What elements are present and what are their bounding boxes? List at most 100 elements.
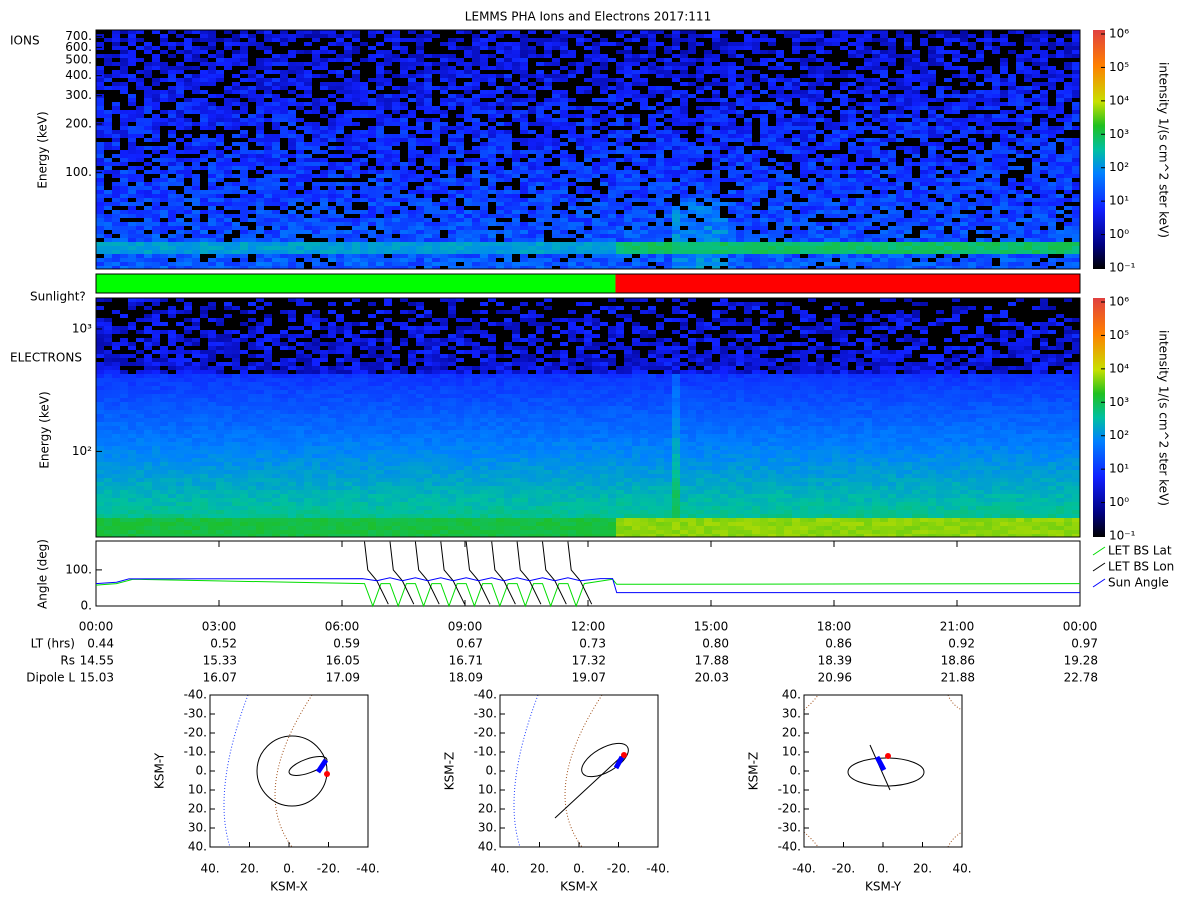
spectrogram-cell	[880, 142, 888, 146]
spectrogram-cell	[240, 158, 248, 162]
spectrogram-cell	[1024, 34, 1032, 38]
spectrogram-cell	[552, 246, 560, 250]
spectrogram-cell	[816, 202, 824, 206]
spectrogram-cell	[664, 230, 672, 234]
spectrogram-cell	[336, 250, 344, 254]
spectrogram-cell	[728, 78, 736, 82]
spectrogram-cell	[560, 154, 568, 158]
spectrogram-cell	[168, 182, 176, 186]
spectrogram-cell	[216, 194, 224, 198]
spectrogram-cell	[312, 218, 320, 222]
spectrogram-cell	[192, 58, 200, 62]
spectrogram-cell	[304, 166, 312, 170]
spectrogram-cell	[232, 246, 240, 250]
spectrogram-cell	[888, 98, 896, 102]
spectrogram-cell	[1064, 118, 1072, 122]
spectrogram-cell	[648, 46, 656, 50]
spectrogram-cell	[984, 122, 992, 126]
spectrogram-cell	[600, 210, 608, 214]
spectrogram-cell	[952, 94, 960, 98]
spectrogram-cell	[768, 130, 776, 134]
spectrogram-cell	[648, 238, 656, 242]
spectrogram-cell	[696, 178, 704, 182]
spectrogram-cell	[480, 186, 488, 190]
spectrogram-cell	[968, 190, 976, 194]
spectrogram-cell	[824, 242, 832, 246]
spectrogram-cell	[816, 210, 824, 214]
spectrogram-cell	[848, 230, 856, 234]
spectrogram-cell	[256, 186, 264, 190]
spectrogram-cell	[240, 178, 248, 182]
spectrogram-cell	[232, 54, 240, 58]
spectrogram-cell	[688, 162, 696, 166]
spectrogram-cell	[584, 38, 592, 42]
spectrogram-cell	[464, 30, 472, 34]
spectrogram-cell	[976, 202, 984, 206]
spectrogram-cell	[992, 98, 1000, 102]
spectrogram-cell	[416, 210, 424, 214]
spectrogram-cell	[528, 94, 536, 98]
spectrogram-cell	[464, 182, 472, 186]
spectrogram-cell	[592, 106, 600, 110]
spectrogram-cell	[800, 218, 808, 222]
spectrogram-cell	[864, 58, 872, 62]
spectrogram-cell	[784, 78, 792, 82]
spectrogram-cell	[200, 102, 208, 106]
spectrogram-cell	[392, 122, 400, 126]
colorbar	[1093, 298, 1105, 537]
spectrogram-cell	[568, 170, 576, 174]
spectrogram-cell	[552, 186, 560, 190]
spectrogram-cell	[496, 210, 504, 214]
spectrogram-cell	[744, 166, 752, 170]
spectrogram-cell	[216, 238, 224, 242]
spectrogram-cell	[704, 242, 712, 246]
spectrogram-cell	[136, 246, 144, 250]
spectrogram-cell	[168, 198, 176, 202]
spectrogram-cell	[216, 62, 224, 66]
spectrogram-cell	[552, 226, 560, 230]
spectrogram-cell	[480, 106, 488, 110]
spectrogram-cell	[576, 222, 584, 226]
spectrogram-cell	[424, 54, 432, 58]
spectrogram-cell	[792, 238, 800, 242]
spectrogram-cell	[216, 250, 224, 254]
spectrogram-cell	[912, 162, 920, 166]
spectrogram-cell	[336, 42, 344, 46]
spectrogram-cell	[440, 74, 448, 78]
spectrogram-cell	[856, 190, 864, 194]
spectrogram-cell	[496, 178, 504, 182]
spectrogram-cell	[328, 206, 336, 210]
spectrogram-cell	[376, 78, 384, 82]
spectrogram-cell	[384, 62, 392, 66]
spectrogram-cell	[704, 142, 712, 146]
spectrogram-cell	[96, 198, 104, 202]
spectrogram-cell	[528, 138, 536, 142]
spectrogram-cell	[328, 102, 336, 106]
spectrogram-cell	[568, 62, 576, 66]
spectrogram-cell	[304, 222, 312, 226]
spectrogram-cell	[856, 222, 864, 226]
spectrogram-cell	[624, 150, 632, 154]
spectrogram-cell	[440, 250, 448, 254]
spectrogram-cell	[976, 82, 984, 86]
spectrogram-cell	[552, 138, 560, 142]
spectrogram-cell	[544, 190, 552, 194]
spectrogram-cell	[712, 154, 720, 158]
spectrogram-cell	[184, 142, 192, 146]
spectrogram-cell	[832, 154, 840, 158]
spectrogram-cell	[488, 114, 496, 118]
spectrogram-cell	[880, 38, 888, 42]
spectrogram-cell	[176, 102, 184, 106]
spectrogram-cell	[888, 154, 896, 158]
spectrogram-cell	[720, 142, 728, 146]
spectrogram-cell	[592, 166, 600, 170]
spectrogram-cell	[784, 82, 792, 86]
spectrogram-cell	[856, 186, 864, 190]
spectrogram-cell	[536, 54, 544, 58]
spectrogram-cell	[632, 118, 640, 122]
spectrogram-cell	[880, 218, 888, 222]
spectrogram-cell	[920, 70, 928, 74]
spectrogram-cell	[584, 58, 592, 62]
spectrogram-cell	[1048, 190, 1056, 194]
spectrogram-cell	[528, 74, 536, 78]
